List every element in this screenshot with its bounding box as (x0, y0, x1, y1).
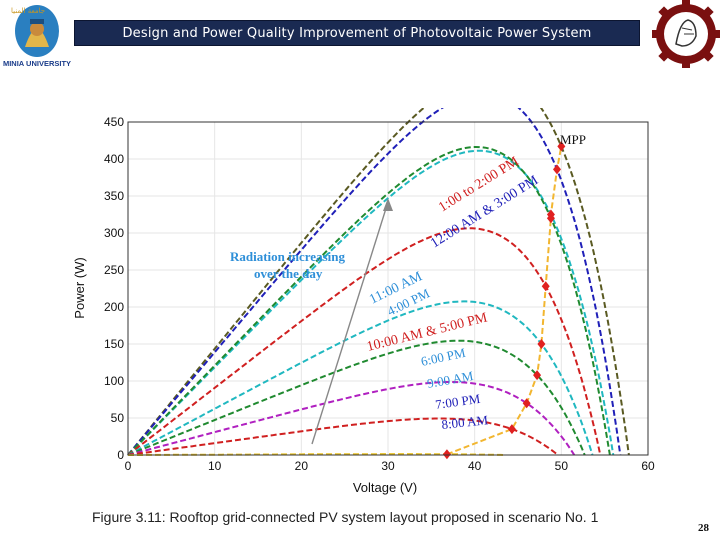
page-number: 28 (698, 522, 709, 534)
mpp-marker (507, 424, 516, 435)
chart-svg: 0 10 20 30 40 50 60 0 50 100 150 200 250 300 350 400 450… (72, 73, 655, 495)
y-tick-label: 150 (104, 337, 124, 351)
plot-frame (127, 121, 649, 456)
y-tick-label: 300 (104, 226, 124, 240)
pv-curves (127, 73, 630, 456)
logo-arabic-text: جامعة المنيا (11, 7, 45, 15)
radiation-arrow-head (383, 198, 393, 211)
pv-curve-series (127, 145, 611, 456)
pv-curve-series (127, 149, 615, 456)
y-tick-label: 200 (104, 300, 124, 314)
pv-curve-series (127, 381, 576, 456)
mpp-marker (442, 449, 451, 460)
minia-university-logo: جامعة المنيا MINIA UNIVERSITY (3, 3, 71, 69)
mpp-marker (546, 209, 555, 220)
x-tick-label: 40 (468, 459, 482, 473)
x-tick-label: 0 (125, 459, 132, 473)
y-tick-label: 250 (104, 263, 124, 277)
y-tick-label: 100 (104, 374, 124, 388)
mpp-marker (537, 339, 546, 349)
mpp-marker (553, 164, 561, 175)
presentation-title: Design and Power Quality Improvement of … (122, 25, 592, 41)
mpp-marker (522, 398, 531, 409)
y-tick-label: 350 (104, 189, 124, 203)
y-tick-label: 450 (104, 115, 124, 129)
pv-curve-series (127, 417, 559, 456)
faculty-gear-logo (652, 0, 720, 68)
x-tick-label: 20 (295, 459, 309, 473)
pv-power-voltage-chart: 0 10 20 30 40 50 60 0 50 100 150 200 250 300 350 400 450… (60, 73, 670, 508)
pv-curve-series (127, 300, 594, 456)
logo-university-text: MINIA UNIVERSITY (3, 59, 71, 68)
radiation-label-line2: over the day (254, 266, 323, 281)
y-tick-label: 0 (117, 448, 124, 462)
mpp-marker (541, 281, 550, 292)
time-annotation: 10:00 AM & 5:00 PM (365, 310, 489, 355)
x-tick-label: 30 (381, 459, 395, 473)
mpp-label: MPP (560, 132, 586, 147)
y-tick-label: 400 (104, 152, 124, 166)
x-tick-label: 10 (208, 459, 222, 473)
mpp-trajectory (442, 141, 566, 460)
radiation-label-line1: Radiation increasing (230, 249, 345, 264)
time-annotation: 9:00 AM (426, 368, 475, 391)
mpp-line (446, 146, 563, 456)
x-tick-label: 50 (555, 459, 569, 473)
pv-curve-series (127, 92, 622, 456)
x-tick-label: 60 (641, 459, 655, 473)
time-annotation: 6:00 PM (420, 345, 468, 369)
title-banner: Design and Power Quality Improvement of … (74, 20, 640, 46)
pv-curve-series (127, 339, 586, 456)
x-axis-label: Voltage (V) (353, 480, 417, 495)
mpp-marker (533, 370, 542, 381)
axes: 0 10 20 30 40 50 60 0 50 100 150 200 250 300 350 400 450 (104, 115, 655, 473)
time-annotation: 8:00 AM (441, 412, 489, 432)
time-annotation: 7:00 PM (434, 391, 481, 412)
y-axis-label: Power (W) (72, 257, 87, 318)
pv-curve-series (127, 227, 602, 456)
y-tick-label: 50 (111, 411, 125, 425)
figure-caption: Figure 3.11: Rooftop grid-connected PV s… (92, 509, 599, 525)
mpp-marker (557, 141, 566, 152)
radiation-arrow (311, 201, 389, 445)
pv-curve-series (127, 73, 630, 456)
